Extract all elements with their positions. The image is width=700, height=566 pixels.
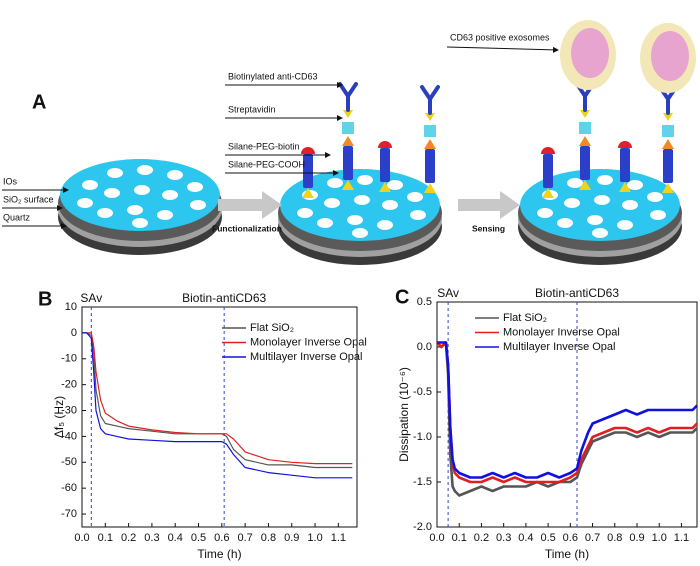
layer-label: SiO₂ surface	[3, 194, 54, 204]
x-tick-label: 0.3	[144, 532, 159, 544]
pointers	[2, 46, 559, 229]
y-tick-label: -60	[61, 482, 77, 494]
chart: B 0.0 0.1 0.2 0.3 0.4 0.5 0.6 0.7 0.8 0.9 1.0 1.1 10 0…	[38, 288, 367, 561]
step-label: Sensing	[472, 223, 505, 233]
panel-label: C	[395, 286, 409, 308]
substrate	[518, 169, 682, 265]
chart: C 0.0 0.1 0.2 0.3 0.4 0.5 0.6 0.7 0.8 0.9 1.0 1.1 0.5…	[395, 286, 698, 561]
y-tick-label: -70	[61, 508, 77, 520]
x-tick-label: 0.8	[261, 532, 276, 544]
legend-label: Flat SiO₂	[503, 312, 547, 324]
process-arrow	[218, 191, 282, 219]
x-tick-label: 0.4	[168, 532, 183, 544]
x-tick-label: 0.1	[452, 532, 467, 544]
y-axis-title: Δf₅ (Hz)	[52, 396, 66, 438]
x-tick-label: 1.1	[331, 532, 346, 544]
x-axis-title: Time (h)	[545, 547, 589, 561]
x-tick-label: 0.9	[629, 532, 644, 544]
event-label: SAv	[80, 291, 102, 305]
exosome	[640, 23, 696, 93]
substrate	[58, 159, 222, 255]
x-tick-label: 0.5	[191, 532, 206, 544]
x-tick-label: 0.2	[474, 532, 489, 544]
y-tick-label: -0.5	[413, 386, 432, 398]
legend-label: Monolayer Inverse Opal	[503, 326, 620, 338]
x-tick-label: 0.2	[121, 532, 136, 544]
substrate	[278, 169, 442, 265]
y-tick-label: 10	[65, 301, 77, 313]
event-label: SAv	[437, 286, 459, 300]
schematic: A Functionalization Sensing IOs SiO₂ su	[2, 20, 696, 265]
x-tick-label: 0.7	[237, 532, 252, 544]
molecule-label: Silane-PEG-biotin	[228, 141, 300, 151]
y-tick-label: -1.5	[413, 476, 432, 488]
data-line	[82, 332, 353, 469]
x-axis-title: Time (h)	[197, 547, 241, 561]
plot-frame	[436, 301, 698, 528]
panel-label: B	[38, 288, 52, 310]
legend-label: Monolayer Inverse Opal	[250, 336, 367, 348]
x-tick-label: 1.0	[307, 532, 322, 544]
layer-label: Quartz	[3, 212, 31, 222]
molecule	[660, 87, 676, 193]
y-tick-label: -20	[61, 379, 77, 391]
step-label: Functionalization	[212, 223, 282, 233]
y-tick-label: 0.0	[417, 341, 432, 353]
y-tick-label: 0	[71, 327, 77, 339]
y-tick-label: 0.5	[417, 296, 432, 308]
x-tick-label: 0.7	[585, 532, 600, 544]
x-tick-label: 0.8	[607, 532, 622, 544]
molecule-label: Biotinylated anti-CD63	[228, 71, 318, 81]
event-label: Biotin-antiCD63	[182, 291, 266, 305]
x-tick-label: 0.9	[284, 532, 299, 544]
data-line	[436, 341, 698, 497]
y-axis-title: Dissipation (10⁻⁶)	[397, 367, 411, 462]
x-tick-label: 0.3	[496, 532, 511, 544]
x-tick-label: 0.0	[429, 532, 444, 544]
x-tick-label: 1.0	[652, 532, 667, 544]
x-tick-label: 0.6	[214, 532, 229, 544]
x-tick-label: 0.5	[540, 532, 555, 544]
molecule	[422, 87, 438, 193]
exosome-label: CD63 positive exosomes	[450, 32, 550, 42]
data-line	[436, 341, 698, 484]
layer-label: IOs	[3, 176, 18, 186]
y-tick-label: -1.0	[413, 431, 432, 443]
legend-label: Multilayer Inverse Opal	[250, 351, 363, 363]
data-line	[82, 332, 353, 479]
legend-label: Flat SiO₂	[250, 322, 294, 334]
x-tick-label: 0.4	[518, 532, 533, 544]
data-line	[437, 341, 698, 479]
y-tick-label: -2.0	[413, 521, 432, 533]
panel-label: A	[32, 91, 46, 113]
molecule-label: Silane-PEG-COOH	[228, 159, 305, 169]
y-tick-label: -40	[61, 430, 77, 442]
molecule-label: Streptavidin	[228, 104, 276, 114]
y-tick-label: -10	[61, 353, 77, 365]
legend-label: Multilayer Inverse Opal	[503, 341, 616, 353]
data-line	[82, 332, 353, 465]
x-tick-label: 0.1	[98, 532, 113, 544]
plot-frame	[81, 306, 358, 528]
exosome	[560, 20, 616, 90]
process-arrow	[458, 191, 520, 219]
event-label: Biotin-antiCD63	[535, 286, 619, 300]
y-tick-label: -50	[61, 456, 77, 468]
y-tick-label: -30	[61, 404, 77, 416]
x-tick-label: 0.0	[74, 532, 89, 544]
x-tick-label: 0.6	[563, 532, 578, 544]
x-tick-label: 1.1	[674, 532, 689, 544]
